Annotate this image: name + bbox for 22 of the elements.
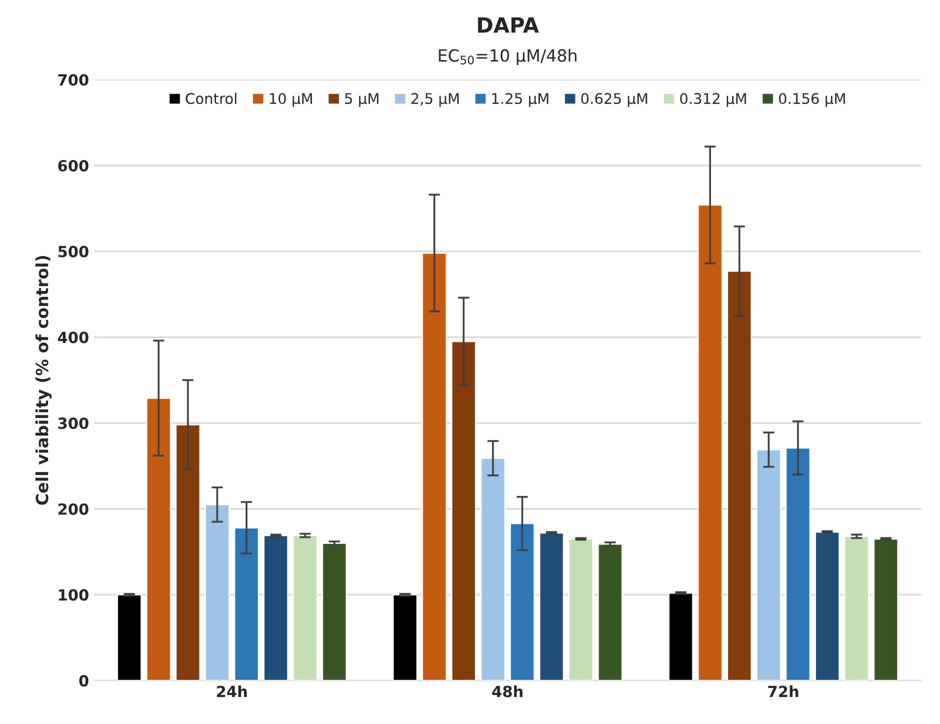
legend-label: 10 μM <box>270 93 312 107</box>
x-tick-label: 72h <box>768 685 798 698</box>
legend-label: 0.625 μM <box>581 93 648 107</box>
legend-label: 0.312 μM <box>680 93 746 107</box>
y-tick-label: 400 <box>58 332 88 344</box>
legend-label: Control <box>186 92 236 104</box>
y-tick-label: 300 <box>58 417 88 430</box>
legend-label: 1.25 μM <box>492 93 548 107</box>
y-tick-label: 100 <box>58 589 88 601</box>
chart-subtitle: EC$_{50}$=10 μM/48h <box>438 48 576 66</box>
x-tick-label: 48h <box>492 685 522 698</box>
y-tick-label: 500 <box>58 246 88 258</box>
chart-title: DAPA <box>478 17 539 33</box>
legend-label: 5 μM <box>345 93 378 107</box>
legend-label: 2,5 μM <box>411 93 459 107</box>
y-axis-title: Cell viability (% of control) <box>35 256 52 505</box>
y-tick-label: 0 <box>79 675 88 687</box>
y-tick-label: 700 <box>58 74 88 86</box>
x-tick-label: 24h <box>217 685 247 698</box>
y-tick-label: 600 <box>58 160 88 172</box>
legend-label: 0.156 μM <box>778 93 845 107</box>
y-tick-label: 200 <box>58 503 88 515</box>
